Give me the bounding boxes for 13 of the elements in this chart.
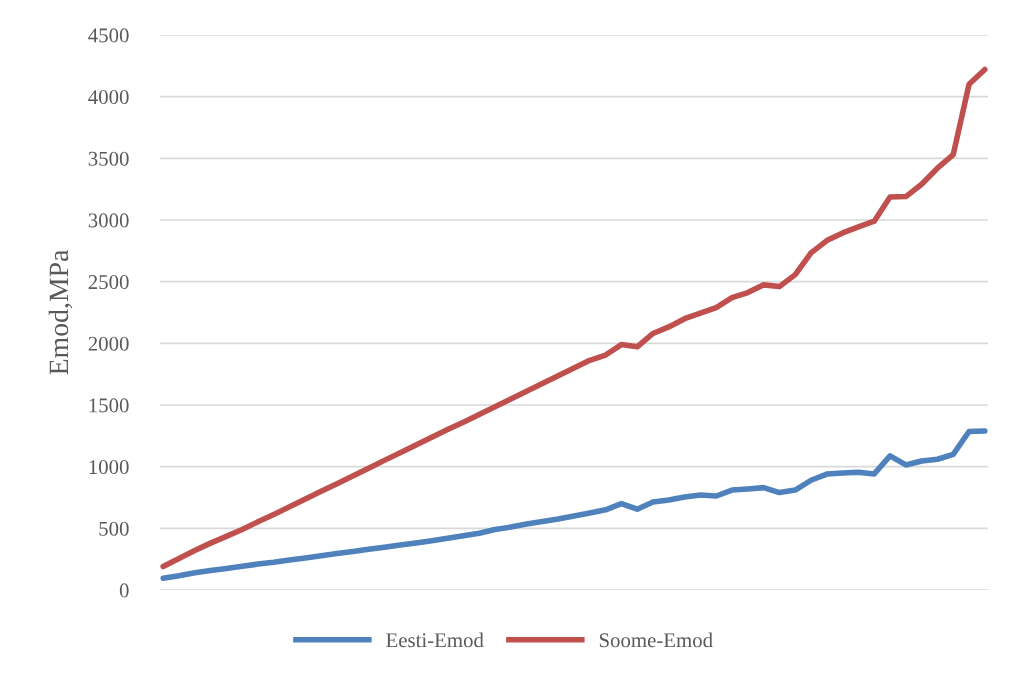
y-tick-label: 0 (119, 583, 129, 598)
legend-label: Eesti-Emod (386, 632, 484, 648)
y-tick-label: 500 (99, 521, 129, 536)
y-tick-label: 3500 (88, 151, 129, 166)
legend-label: Soome-Emod (599, 632, 713, 648)
y-tick-label: 1500 (89, 398, 129, 413)
y-tick-label: 4000 (88, 90, 129, 105)
y-tick-label: 2000 (88, 336, 129, 351)
y-axis-title: Emod,MPa (48, 249, 73, 375)
y-tick-label: 1000 (89, 460, 129, 475)
y-tick-label: 2500 (88, 275, 129, 290)
y-tick-label: 4500 (88, 28, 129, 43)
y-tick-label: 3000 (88, 213, 129, 228)
